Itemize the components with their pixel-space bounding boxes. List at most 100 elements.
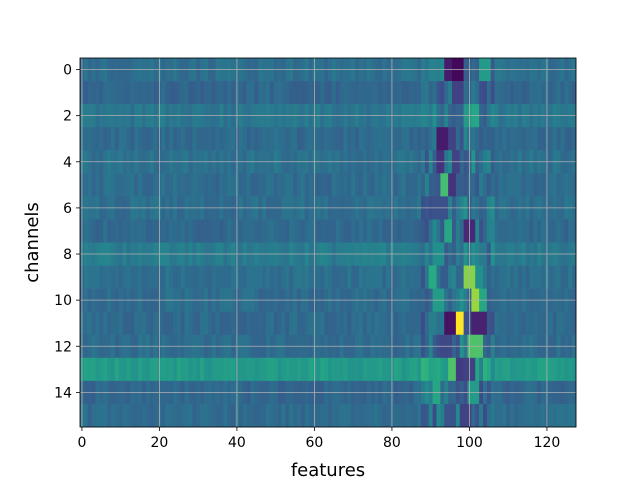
heatmap-cell <box>227 81 232 105</box>
x-axis-label: features <box>291 460 365 480</box>
heatmap-cell <box>459 219 464 243</box>
heatmap-cell <box>316 81 321 105</box>
heatmap-cell <box>328 311 333 336</box>
heatmap-cell <box>173 173 178 197</box>
heatmap-cell <box>440 357 445 382</box>
heatmap-cell <box>300 403 306 428</box>
heatmap-cell <box>111 403 116 428</box>
heatmap-cell <box>351 311 356 336</box>
heatmap-cell <box>409 173 414 197</box>
heatmap-cell <box>142 219 147 243</box>
heatmap-cell <box>173 81 178 105</box>
heatmap-cell <box>343 265 348 289</box>
heatmap-cell <box>211 403 216 428</box>
heatmap-cell <box>568 403 573 428</box>
heatmap-cell <box>258 219 263 243</box>
heatmap-cell <box>204 357 209 382</box>
heatmap-cell <box>134 173 139 197</box>
heatmap-cell <box>122 219 127 243</box>
heatmap-cell <box>126 81 131 105</box>
heatmap-cell <box>452 127 457 151</box>
heatmap-cell <box>83 357 89 382</box>
heatmap-cell <box>424 265 430 289</box>
heatmap-cell <box>486 173 492 197</box>
heatmap-cell <box>192 219 197 243</box>
heatmap-cell <box>242 311 247 336</box>
heatmap-cell <box>452 311 457 336</box>
heatmap-cell <box>444 81 449 105</box>
heatmap-cell <box>444 403 449 428</box>
heatmap-cell <box>405 219 410 243</box>
heatmap-cell <box>556 173 561 197</box>
heatmap-cell <box>188 173 193 197</box>
heatmap-cell <box>200 357 205 382</box>
heatmap-cell <box>91 403 96 428</box>
heatmap-cell <box>324 219 329 243</box>
heatmap-cell <box>502 81 507 105</box>
heatmap-cell <box>525 127 530 151</box>
heatmap-cell <box>304 173 309 197</box>
heatmap-cell <box>486 265 492 289</box>
heatmap-cell <box>118 127 123 151</box>
heatmap-cell <box>304 219 309 243</box>
heatmap-cell <box>386 219 391 243</box>
heatmap-cell <box>215 357 220 382</box>
heatmap-cell <box>370 311 375 336</box>
heatmap-cell <box>552 173 557 197</box>
heatmap-cell <box>285 265 290 289</box>
heatmap-cell <box>452 357 457 382</box>
heatmap-cell <box>258 311 263 336</box>
heatmap-cell <box>153 403 158 428</box>
heatmap-cell <box>211 357 216 382</box>
heatmap-cell <box>537 127 542 151</box>
heatmap-cell <box>192 357 197 382</box>
heatmap-cell <box>138 219 143 243</box>
heatmap-cell <box>324 265 329 289</box>
heatmap-cell <box>374 219 379 243</box>
heatmap-cell <box>173 265 178 289</box>
heatmap-cell <box>111 357 116 382</box>
heatmap-cell <box>506 127 511 151</box>
heatmap-cell <box>320 265 325 289</box>
y-tick-label: 4 <box>63 155 72 171</box>
heatmap-cell <box>355 357 360 382</box>
heatmap-cell <box>103 219 108 243</box>
heatmap-cell <box>118 403 123 428</box>
heatmap-cell <box>262 81 267 105</box>
heatmap-cell <box>401 311 406 336</box>
heatmap-cell <box>359 357 364 382</box>
heatmap-cell <box>211 81 216 105</box>
heatmap-cell <box>161 219 166 243</box>
heatmap-cell <box>548 357 554 382</box>
heatmap-cell <box>537 173 542 197</box>
heatmap-cell <box>490 219 495 243</box>
heatmap-cell <box>417 173 422 197</box>
heatmap-cell <box>463 219 468 243</box>
heatmap-cell <box>200 265 205 289</box>
heatmap-cell <box>529 265 534 289</box>
heatmap-cell <box>176 173 182 197</box>
heatmap-cell <box>328 403 333 428</box>
heatmap-cell <box>374 127 379 151</box>
heatmap-cell <box>99 311 104 336</box>
heatmap-cell <box>145 265 151 289</box>
heatmap-cell <box>242 127 247 151</box>
heatmap-cell <box>145 357 151 382</box>
heatmap-cell <box>370 173 375 197</box>
heatmap-cell <box>169 127 174 151</box>
heatmap-cell <box>436 265 441 289</box>
heatmap-cell <box>161 311 166 336</box>
heatmap-cell <box>277 173 282 197</box>
x-tick-label: 20 <box>151 435 169 451</box>
heatmap-cell <box>417 127 422 151</box>
heatmap-cell <box>552 357 557 382</box>
heatmap-cell <box>262 265 267 289</box>
heatmap-cell <box>215 127 220 151</box>
heatmap-cell <box>486 127 492 151</box>
heatmap-cell <box>502 357 507 382</box>
heatmap-cell <box>145 403 151 428</box>
heatmap-cell <box>517 357 523 382</box>
heatmap-cell <box>572 357 577 382</box>
heatmap-cell <box>297 357 302 382</box>
heatmap-cell <box>409 81 414 105</box>
